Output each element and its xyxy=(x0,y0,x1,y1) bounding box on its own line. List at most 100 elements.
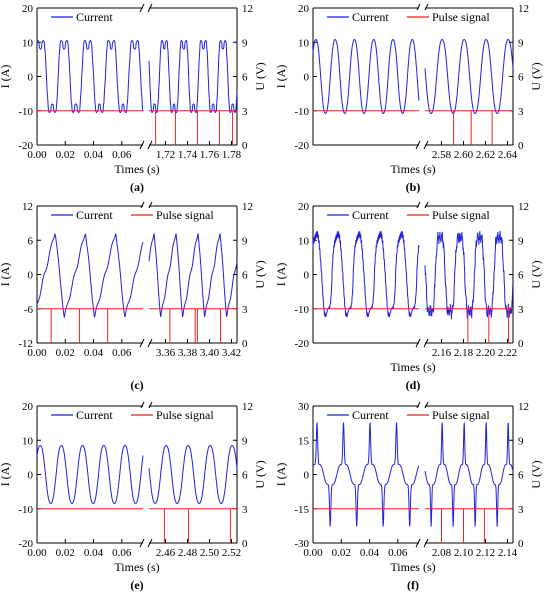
y-left-tick-label: -12 xyxy=(18,338,33,350)
x-tick-label: 3.36 xyxy=(156,347,176,359)
x-tick-label: 0.06 xyxy=(388,547,408,559)
x-tick-label: 0.06 xyxy=(112,547,132,559)
y-left-axis-title: I (A) xyxy=(0,65,12,89)
current-series-line xyxy=(312,422,420,527)
y-right-tick-label: 3 xyxy=(242,504,248,516)
x-tick-label: 2.10 xyxy=(454,547,474,559)
x-tick-label: 3.42 xyxy=(222,347,241,359)
y-right-axis-title: U (V) xyxy=(253,460,267,488)
y-right-tick-label: 0 xyxy=(242,538,248,550)
x-tick-label: 2.52 xyxy=(222,547,241,559)
y-right-tick-label: 6 xyxy=(518,470,524,482)
x-tick-label: 2.64 xyxy=(498,149,518,161)
legend-label-current: Current xyxy=(76,208,113,222)
y-right-tick-label: 12 xyxy=(242,401,253,413)
y-right-tick-label: 9 xyxy=(518,435,524,447)
x-tick-label: 2.18 xyxy=(454,347,474,359)
x-axis-title: Times (s) xyxy=(390,360,435,374)
y-right-tick-label: 12 xyxy=(242,3,253,15)
x-tick-label: 2.46 xyxy=(156,547,176,559)
y-left-axis-title: I (A) xyxy=(274,65,288,89)
y-right-tick-label: 3 xyxy=(242,304,248,316)
x-tick-label: 0.02 xyxy=(56,347,75,359)
x-tick-label: 2.16 xyxy=(432,347,452,359)
y-right-tick-label: 9 xyxy=(518,37,524,49)
chart-panel-b: -20 -10 0 10 20 0 3 6 9 12 2.58 2.60 2.62 2.64 I (A) U … xyxy=(274,3,543,194)
y-right-tick-label: 0 xyxy=(242,140,248,152)
y-right-tick-label: 6 xyxy=(242,270,248,282)
x-axis-title: Times (s) xyxy=(390,162,435,176)
x-tick-label: 1.72 xyxy=(156,149,175,161)
y-right-tick-label: 9 xyxy=(242,235,248,247)
y-right-tick-label: 0 xyxy=(242,338,248,350)
y-right-tick-label: 12 xyxy=(518,201,529,213)
x-tick-label: 1.76 xyxy=(200,149,220,161)
x-tick-label: 3.40 xyxy=(200,347,220,359)
y-left-tick-label: 20 xyxy=(298,201,310,213)
x-tick-label: 0.00 xyxy=(303,547,323,559)
y-right-tick-label: 9 xyxy=(242,37,248,49)
legend-label-current: Current xyxy=(352,208,389,222)
current-series-line xyxy=(36,233,144,318)
y-left-tick-label: 0 xyxy=(28,470,34,482)
y-left-axis-title: I (A) xyxy=(0,463,12,487)
y-left-tick-label: 10 xyxy=(22,435,34,447)
axis-break-mark xyxy=(415,538,421,548)
legend-label-current: Current xyxy=(352,10,389,24)
x-tick-label: 0.06 xyxy=(112,347,132,359)
x-tick-label: 0.04 xyxy=(84,347,104,359)
panel-label: (c) xyxy=(130,378,143,392)
legend-label-pulse-signal: Pulse signal xyxy=(156,408,214,422)
y-right-tick-label: 9 xyxy=(518,235,524,247)
y-right-tick-label: 6 xyxy=(518,72,524,84)
axis-break-mark xyxy=(139,538,145,548)
current-series-line xyxy=(148,444,238,505)
y-left-tick-label: -10 xyxy=(18,106,33,118)
current-series-line xyxy=(312,38,420,115)
x-tick-label: 0.02 xyxy=(332,547,351,559)
y-right-tick-label: 3 xyxy=(242,106,248,118)
x-tick-label: 0.00 xyxy=(27,347,47,359)
chart-panel-e: -20 -10 0 10 20 0 3 6 9 12 0.00 0.02 0.04 0.06 2.46 2.4… xyxy=(0,401,267,592)
panel-label: (f) xyxy=(407,578,419,592)
x-tick-label: 2.14 xyxy=(498,547,518,559)
y-left-tick-label: -6 xyxy=(24,304,34,316)
axis-break-mark xyxy=(147,140,153,150)
y-right-axis-title: U (V) xyxy=(529,460,543,488)
y-left-tick-label: 20 xyxy=(298,3,310,15)
axis-break-mark xyxy=(139,338,145,348)
y-right-axis-title: U (V) xyxy=(253,260,267,288)
axis-break-mark xyxy=(423,338,429,348)
x-axis-title: Times (s) xyxy=(114,162,159,176)
legend-label-current: Current xyxy=(76,10,113,24)
panel-label: (b) xyxy=(406,180,421,194)
current-series-line xyxy=(148,233,238,318)
panel-label: (a) xyxy=(130,180,144,194)
y-left-tick-label: -20 xyxy=(18,140,33,152)
x-tick-label: 1.74 xyxy=(178,149,198,161)
axis-break-mark xyxy=(147,338,153,348)
x-axis-title: Times (s) xyxy=(390,560,435,574)
y-left-tick-label: -20 xyxy=(294,140,309,152)
x-tick-label: 2.50 xyxy=(200,547,220,559)
axis-break-mark xyxy=(415,140,421,150)
x-tick-label: 2.08 xyxy=(432,547,452,559)
legend-label-pulse-signal: Pulse signal xyxy=(156,208,214,222)
y-right-tick-label: 9 xyxy=(242,435,248,447)
current-series-line xyxy=(424,422,514,527)
y-left-tick-label: 10 xyxy=(298,235,310,247)
x-tick-label: 2.22 xyxy=(498,347,517,359)
current-series-line xyxy=(424,39,514,114)
y-left-tick-label: 20 xyxy=(22,401,34,413)
current-series-line xyxy=(424,230,514,320)
axis-break-mark xyxy=(423,538,429,548)
y-left-tick-label: 0 xyxy=(304,270,310,282)
y-right-axis-title: U (V) xyxy=(529,260,543,288)
y-left-tick-label: 10 xyxy=(22,37,34,49)
y-left-tick-label: 20 xyxy=(22,3,34,15)
x-tick-label: 0.00 xyxy=(27,547,47,559)
y-right-tick-label: 6 xyxy=(518,270,524,282)
